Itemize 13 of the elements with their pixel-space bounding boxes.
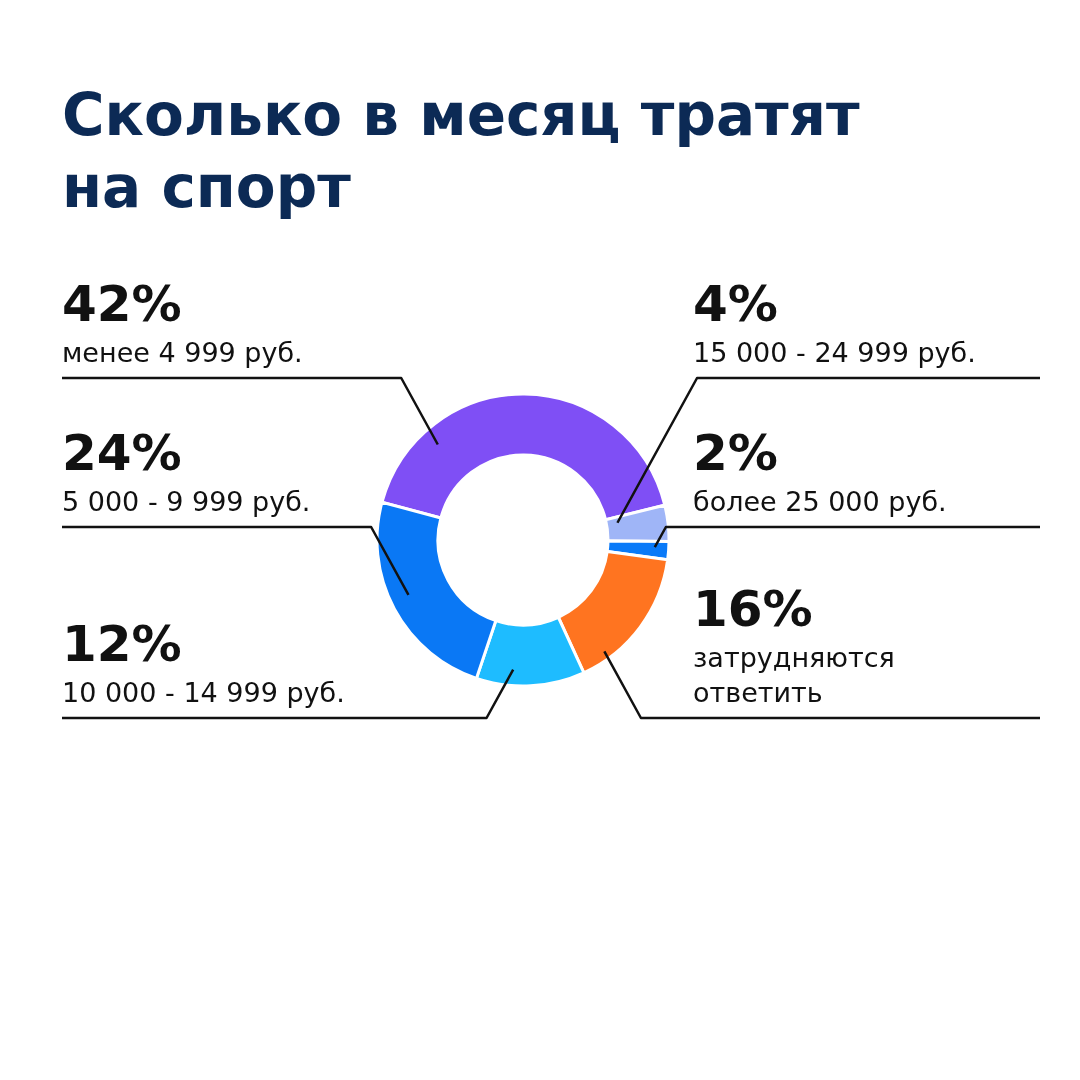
- data-label: 12%: [62, 615, 182, 673]
- data-label: 4%: [693, 275, 778, 333]
- data-label: 16%: [693, 580, 813, 638]
- slice-label: затрудняются ответить: [693, 642, 895, 708]
- data-label: 24%: [62, 424, 182, 482]
- chart-title: Сколько в месяц тратят на спорт: [62, 81, 860, 221]
- data-label: 2%: [693, 424, 778, 482]
- slice-label: 15 000 - 24 999 руб.: [693, 337, 976, 368]
- data-label: 42%: [62, 275, 182, 333]
- slice-label: 5 000 - 9 999 руб.: [62, 486, 311, 517]
- slice-label: 10 000 - 14 999 руб.: [62, 677, 345, 708]
- slice-label: более 25 000 руб.: [693, 486, 947, 517]
- slice-label: менее 4 999 руб.: [62, 337, 303, 368]
